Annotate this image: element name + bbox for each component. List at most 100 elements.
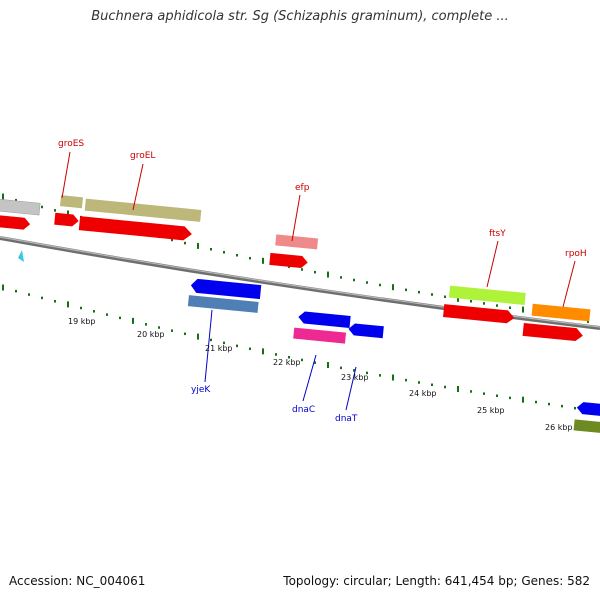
label-ftsY: ftsY — [489, 229, 506, 239]
label-dnaT: dnaT — [335, 414, 358, 424]
inner-tick-mark — [470, 390, 472, 393]
label-groEL: groEL — [130, 151, 155, 161]
inner-tick-mark — [379, 374, 381, 377]
gene-yjeK-feature[interactable] — [187, 295, 259, 313]
inner-tick-mark — [262, 348, 264, 355]
inner-tick-mark — [15, 289, 17, 293]
leader-dnaC — [302, 354, 317, 402]
outer-tick-mark — [67, 210, 69, 217]
outer-tick-mark — [405, 288, 407, 292]
leader-ftsY — [486, 240, 499, 288]
cds-arrow-groEL[interactable] — [78, 216, 193, 241]
outer-tick-mark — [171, 238, 173, 242]
accession-text: Accession: NC_004061 — [9, 574, 146, 588]
outer-tick-mark — [431, 293, 433, 296]
genome-backbone-highlight — [0, 236, 600, 328]
cds-arrow-yjeK[interactable] — [190, 278, 262, 300]
gene-groES-feature[interactable] — [60, 195, 83, 209]
gene-rpoH-feature[interactable] — [531, 303, 591, 322]
label-rpoH: rpoH — [565, 249, 587, 259]
inner-tick-mark — [184, 332, 186, 336]
outer-tick-mark — [444, 295, 446, 299]
inner-tick-mark — [41, 296, 43, 300]
leader-dnaT — [345, 366, 357, 411]
map-title: Buchnera aphidicola str. Sg (Schizaphis … — [91, 9, 509, 24]
cds-arrow-left-partial[interactable] — [0, 214, 31, 230]
outer-tick-mark — [496, 304, 498, 307]
inner-tick-mark — [522, 396, 524, 403]
outer-tick-mark — [418, 290, 420, 294]
leader-groEL — [132, 163, 144, 211]
inner-tick-mark — [67, 301, 69, 308]
cds-arrow-rpoH[interactable] — [522, 322, 584, 342]
inner-tick-mark — [561, 404, 563, 408]
inner-tick-mark — [353, 369, 355, 372]
label-groES: groES — [58, 139, 84, 149]
topology-stats-text: Topology: circular; Length: 641,454 bp; … — [283, 574, 590, 588]
inner-tick-mark — [275, 353, 277, 356]
outer-tick-mark — [353, 278, 355, 282]
inner-tick-mark — [457, 386, 459, 393]
outer-tick-mark — [15, 198, 17, 202]
label-efp: efp — [295, 183, 310, 193]
cds-arrow-dnaC[interactable] — [298, 311, 351, 328]
outer-tick-mark — [509, 306, 511, 309]
cds-arrow-groES[interactable] — [54, 212, 79, 227]
label-yjeK: yjeK — [191, 385, 211, 395]
outer-tick-mark — [457, 295, 459, 302]
outer-tick-mark — [301, 268, 303, 271]
inner-tick-mark — [418, 381, 420, 384]
outer-tick-mark — [392, 284, 394, 291]
gene-ftsY-feature[interactable] — [448, 285, 526, 305]
inner-tick-mark — [496, 394, 498, 398]
inner-tick-mark — [509, 396, 511, 400]
gene-groEL-feature[interactable] — [84, 198, 202, 222]
outer-tick-mark — [483, 302, 485, 305]
kbp-label-26: 26 kbp — [545, 423, 573, 432]
outer-tick-mark — [2, 193, 4, 200]
inner-tick-mark — [288, 355, 290, 359]
outer-tick-mark — [184, 241, 186, 245]
inner-tick-mark — [366, 371, 368, 375]
inner-tick-mark — [54, 300, 56, 303]
outer-tick-mark — [340, 276, 342, 279]
inner-tick-row — [2, 284, 589, 413]
inner-tick-mark — [223, 341, 225, 345]
kbp-label-20: 20 kbp — [137, 330, 165, 339]
cds-arrow-efp[interactable] — [269, 252, 308, 269]
inner-tick-mark — [236, 344, 238, 348]
gene-grey-partial[interactable] — [0, 197, 41, 216]
label-dnaC: dnaC — [292, 405, 315, 415]
gene-olive-partial[interactable] — [573, 419, 600, 435]
inner-tick-mark — [301, 358, 303, 362]
cds-arrow-dnaT[interactable] — [348, 323, 384, 339]
gene-efp-feature[interactable] — [275, 234, 319, 250]
outer-tick-mark — [223, 251, 225, 254]
inner-tick-mark — [535, 400, 537, 404]
leader-groES — [61, 151, 71, 199]
kbp-label-23: 23 kbp — [341, 373, 369, 382]
inner-tick-mark — [340, 366, 342, 370]
cds-arrow-ftsY[interactable] — [443, 304, 515, 324]
outer-tick-mark — [314, 270, 316, 274]
cds-arrow-right-partial[interactable] — [576, 402, 600, 417]
inner-tick-mark — [145, 323, 147, 326]
inner-tick-mark — [392, 374, 394, 381]
outer-tick-mark — [262, 257, 264, 264]
kbp-label-22: 22 kbp — [273, 358, 301, 367]
inner-tick-mark — [158, 326, 160, 329]
inner-tick-mark — [483, 392, 485, 395]
cyan-feature-marker[interactable] — [18, 250, 24, 262]
inner-tick-mark — [197, 333, 199, 340]
gene-dnaC-feature[interactable] — [293, 327, 347, 344]
leader-rpoH — [562, 260, 576, 308]
outer-tick-mark — [366, 281, 368, 284]
inner-tick-mark — [548, 402, 550, 406]
inner-tick-mark — [431, 383, 433, 387]
outer-tick-mark — [210, 248, 212, 251]
outer-tick-mark — [470, 299, 472, 303]
inner-tick-mark — [171, 329, 173, 332]
inner-tick-mark — [574, 406, 576, 410]
inner-tick-mark — [106, 313, 108, 316]
